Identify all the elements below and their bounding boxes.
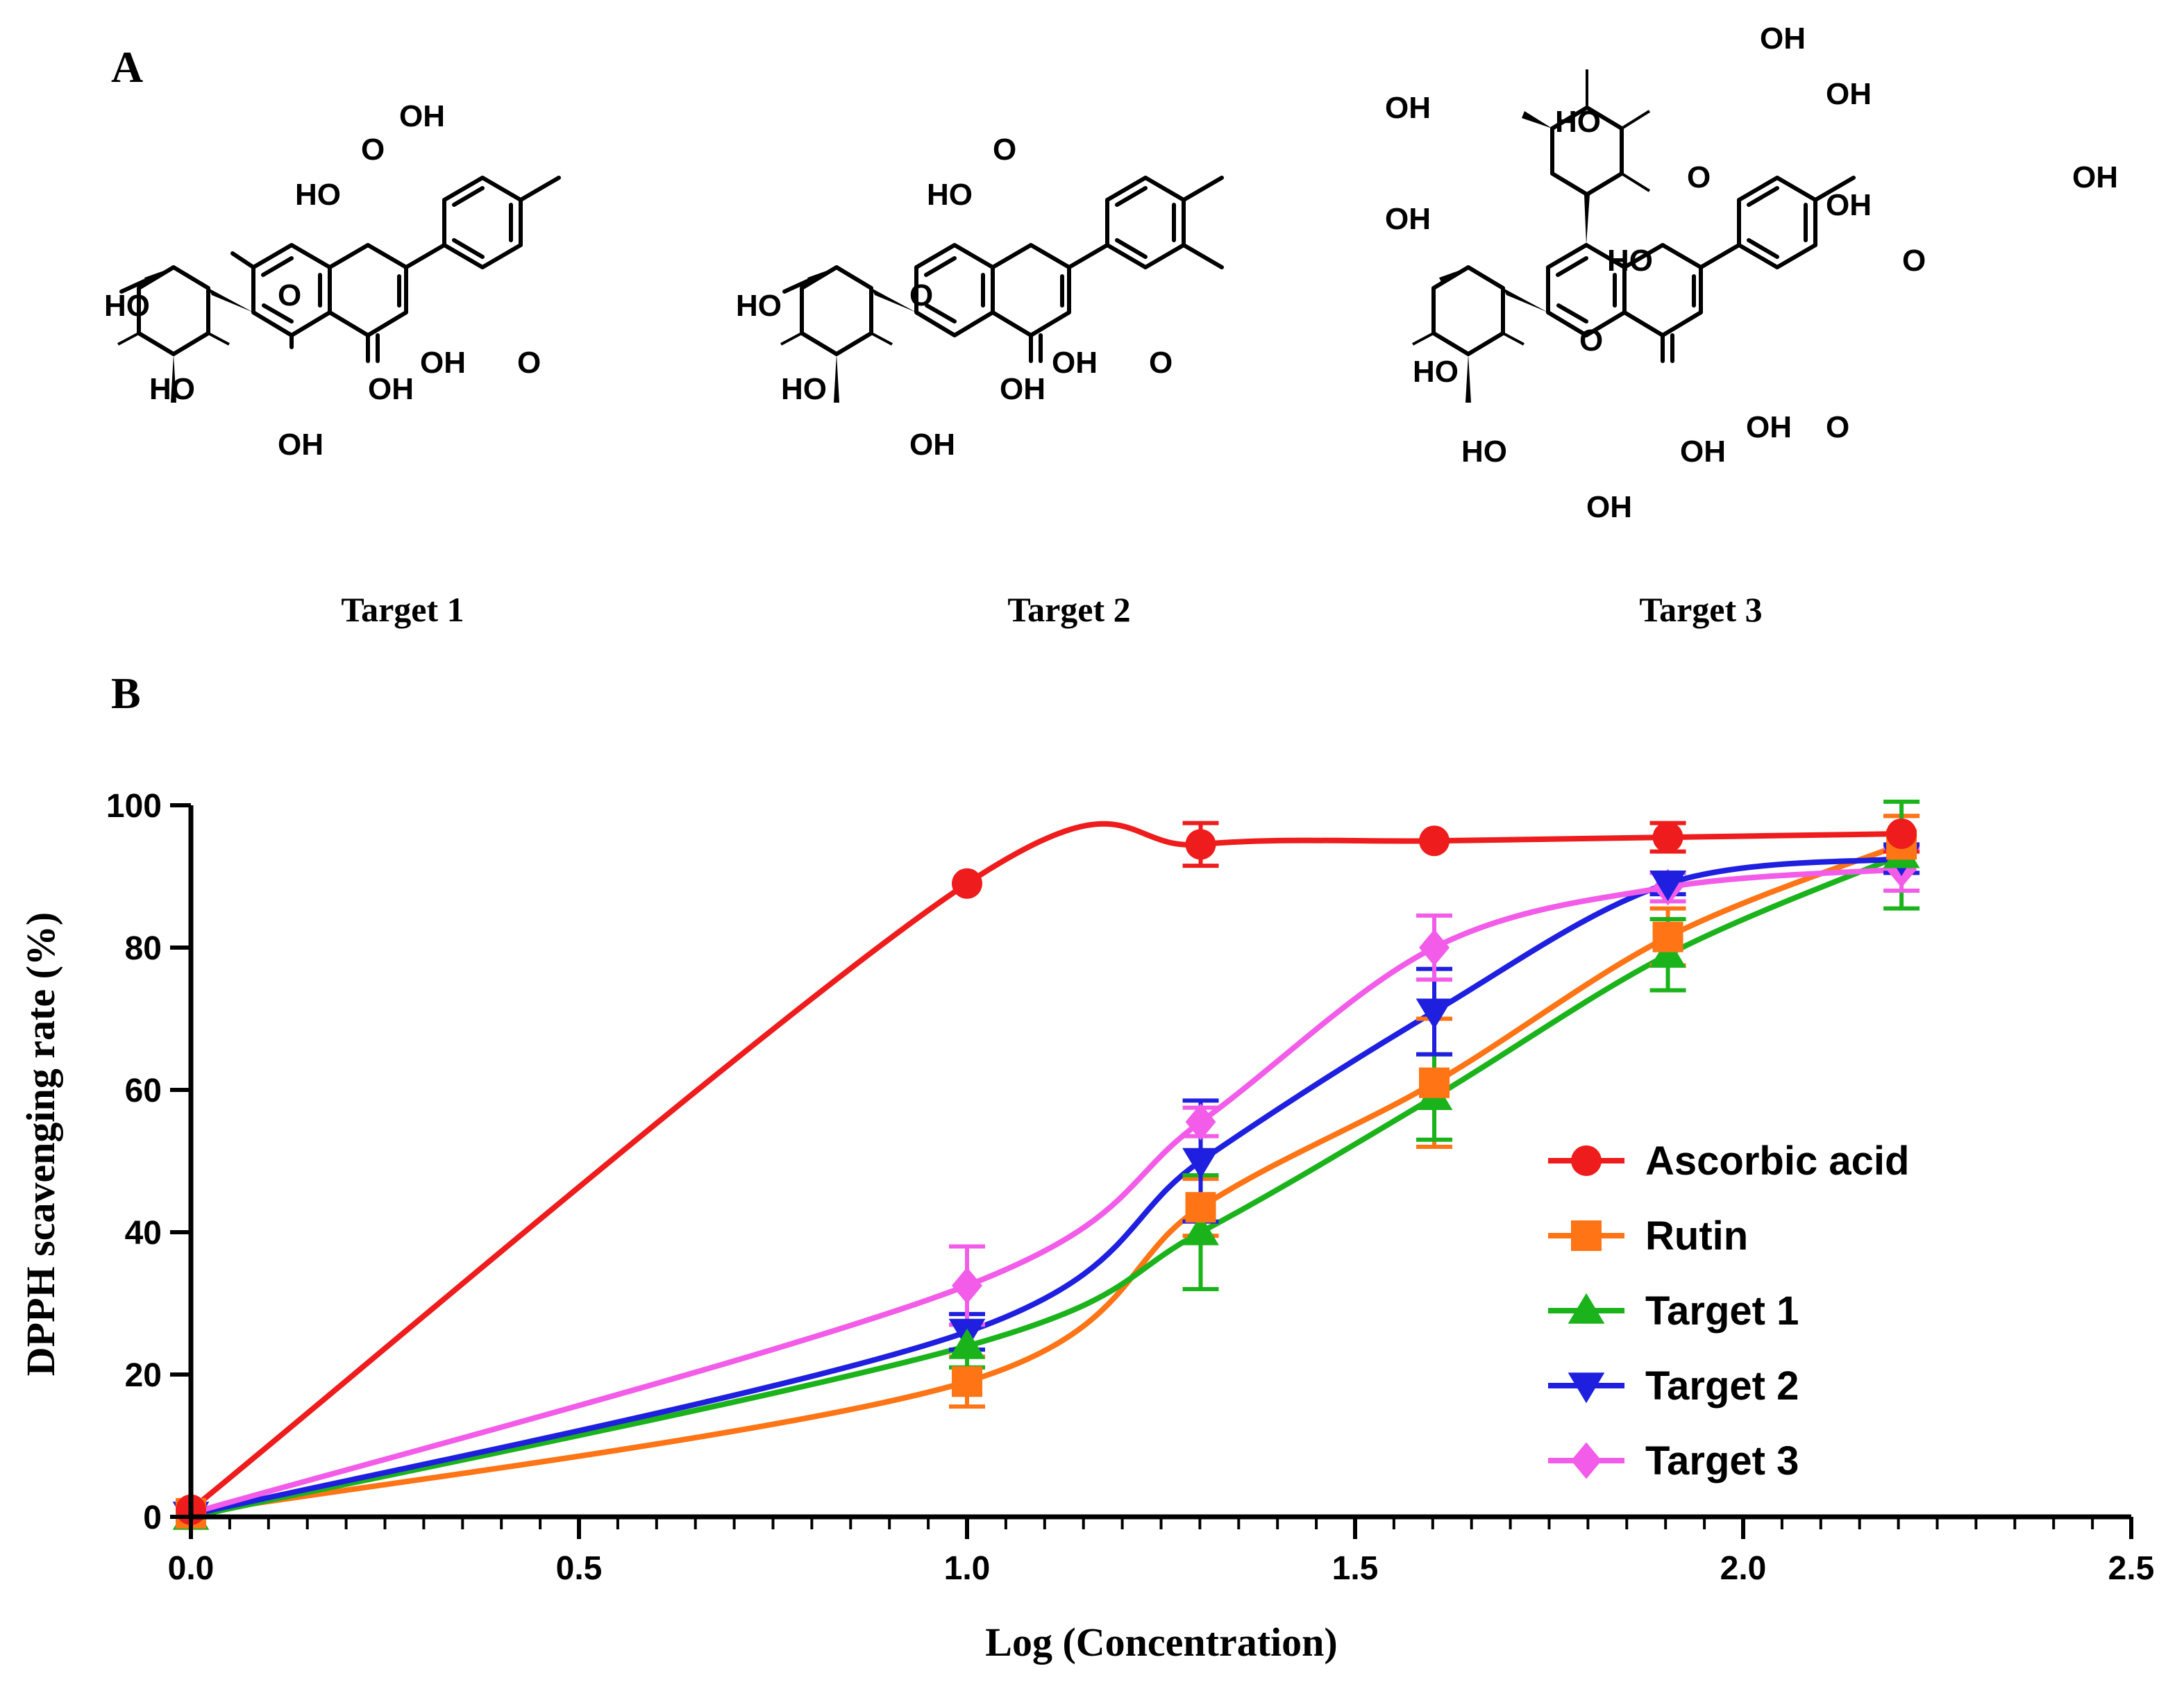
point-target-1	[948, 1328, 986, 1359]
t1-atom-ho-ch2: HO	[104, 289, 150, 323]
t3-atom-ho-ch2: HO	[1413, 355, 1459, 389]
legend-label-target-3: Target 3	[1645, 1438, 1799, 1484]
molecule-target-3	[1412, 69, 1856, 403]
t3-atom-oh-2: OH	[1680, 435, 1726, 469]
x-tick-label-2: 1.0	[944, 1550, 991, 1587]
t3-atom-oh-b: OH	[2072, 160, 2118, 194]
point-target-2	[1416, 998, 1453, 1030]
x-axis-label: Log (Concentration)	[985, 1620, 1337, 1665]
legend-marker-target-3	[1571, 1442, 1602, 1479]
t1-atom-o-ring: O	[361, 133, 385, 167]
point-rutin	[1419, 1067, 1450, 1098]
t2-atom-o-sugar: O	[909, 278, 933, 312]
t3-atom-oh-3: OH	[1586, 490, 1632, 524]
t3-atom-o-sugar-top: O	[1687, 160, 1711, 194]
legend-label-target-2: Target 2	[1645, 1363, 1799, 1409]
t2-atom-oh-3: OH	[909, 428, 955, 462]
t3-atom-o-ring: O	[1902, 244, 1926, 278]
t2-atom-oh-3p: OH	[1385, 91, 1431, 125]
t3-atom-o-ketone: O	[1826, 410, 1849, 444]
point-target-2	[1649, 871, 1686, 902]
legend-marker-rutin	[1571, 1220, 1602, 1251]
t3-atom-oh-5: OH	[1746, 410, 1792, 444]
y-tick-label-1: 20	[125, 1357, 162, 1394]
t2-atom-oh-4p: OH	[1385, 202, 1431, 236]
x-tick-label-4: 2.0	[1720, 1550, 1767, 1587]
legend-marker-target-2	[1568, 1372, 1605, 1404]
dpph-chart: 0.0 0.5 1.0 1.5 2.0 2.5 0 20 40 60 80 100 Ascorbic …	[18, 788, 2154, 1665]
label-target-1: Target 1	[341, 590, 464, 629]
point-ascorbic-acid	[1652, 822, 1683, 853]
t3-atom-ho-ch2-top: HO	[1555, 105, 1601, 139]
point-target-1	[1649, 936, 1686, 968]
t2-atom-ho-4: HO	[781, 372, 827, 406]
t1-atom-ho-a7: HO	[295, 178, 341, 212]
point-rutin	[1185, 1192, 1216, 1223]
panel-b-letter: B	[111, 669, 141, 718]
t1-atom-ho-4: HO	[149, 372, 195, 406]
point-target-2	[1182, 1148, 1219, 1179]
y-tick-label-0: 0	[143, 1499, 162, 1536]
t1-atom-o-ketone: O	[517, 346, 541, 380]
t1-atom-oh-5: OH	[420, 346, 466, 380]
point-ascorbic-acid	[952, 868, 982, 899]
t1-atom-oh-3: OH	[278, 428, 324, 462]
t1-atom-o-sugar: O	[278, 278, 301, 312]
t1-atom-oh-b: OH	[399, 99, 445, 133]
t2-atom-oh-5: OH	[1052, 346, 1098, 380]
panel-a-letter: A	[111, 42, 143, 92]
point-target-3	[1419, 929, 1450, 966]
legend-marker-target-1	[1568, 1293, 1605, 1324]
y-tick-label-4: 80	[125, 930, 162, 967]
point-ascorbic-acid	[1185, 829, 1216, 860]
curve-target-1	[190, 852, 1903, 1520]
t2-atom-oh-2: OH	[1000, 372, 1045, 406]
point-target-3	[1185, 1103, 1216, 1141]
point-rutin	[952, 1366, 982, 1397]
t2-atom-ho-ch2: HO	[736, 289, 782, 323]
molecule-target-1	[117, 176, 561, 403]
point-ascorbic-acid	[1419, 825, 1450, 857]
point-rutin	[1652, 921, 1683, 952]
point-ascorbic-acid	[1886, 818, 1917, 849]
t3-atom-o-sugar: O	[1579, 323, 1603, 358]
t2-atom-o-ring: O	[993, 133, 1016, 167]
t1-atom-oh-2: OH	[368, 372, 414, 406]
legend-label-rutin: Rutin	[1645, 1213, 1748, 1259]
legend-label-ascorbic-acid: Ascorbic acid	[1645, 1138, 1909, 1184]
t3-atom-oh-top-right: OH	[1826, 77, 1872, 111]
t2-atom-ho-a7: HO	[927, 178, 973, 212]
point-target-1	[1182, 1214, 1219, 1245]
x-tick-label-0: 0.0	[168, 1550, 215, 1587]
t3-atom-ho-a7: HO	[1607, 244, 1653, 278]
label-target-3: Target 3	[1639, 590, 1762, 629]
x-tick-label-3: 1.5	[1332, 1550, 1379, 1587]
data-markers	[172, 818, 1920, 1533]
x-tick-label-5: 2.5	[2108, 1550, 2155, 1587]
point-target-3	[952, 1267, 982, 1304]
y-tick-label-3: 60	[125, 1073, 162, 1109]
y-tick-label-5: 100	[106, 788, 162, 825]
y-axis-label: DPPH scavenging rate (%)	[18, 912, 63, 1376]
curve-target-2	[190, 855, 1902, 1518]
t3-atom-oh-top: OH	[1760, 22, 1806, 56]
legend-marker-ascorbic-acid	[1571, 1145, 1602, 1176]
y-tick-label-2: 40	[125, 1215, 162, 1252]
legend-label-target-1: Target 1	[1645, 1288, 1799, 1334]
legend: Ascorbic acid Rutin Target 1 Target 2 Target…	[1548, 1138, 1909, 1484]
x-tick-label-1: 0.5	[556, 1550, 603, 1587]
label-target-2: Target 2	[1007, 590, 1130, 629]
t2-atom-o-ketone: O	[1149, 346, 1173, 380]
t3-atom-oh-top-lower: OH	[1826, 188, 1872, 222]
molecule-target-2	[780, 176, 1224, 403]
axes: 0.0 0.5 1.0 1.5 2.0 2.5 0 20 40 60 80 100	[106, 788, 2154, 1587]
t3-atom-ho-4: HO	[1461, 435, 1507, 469]
